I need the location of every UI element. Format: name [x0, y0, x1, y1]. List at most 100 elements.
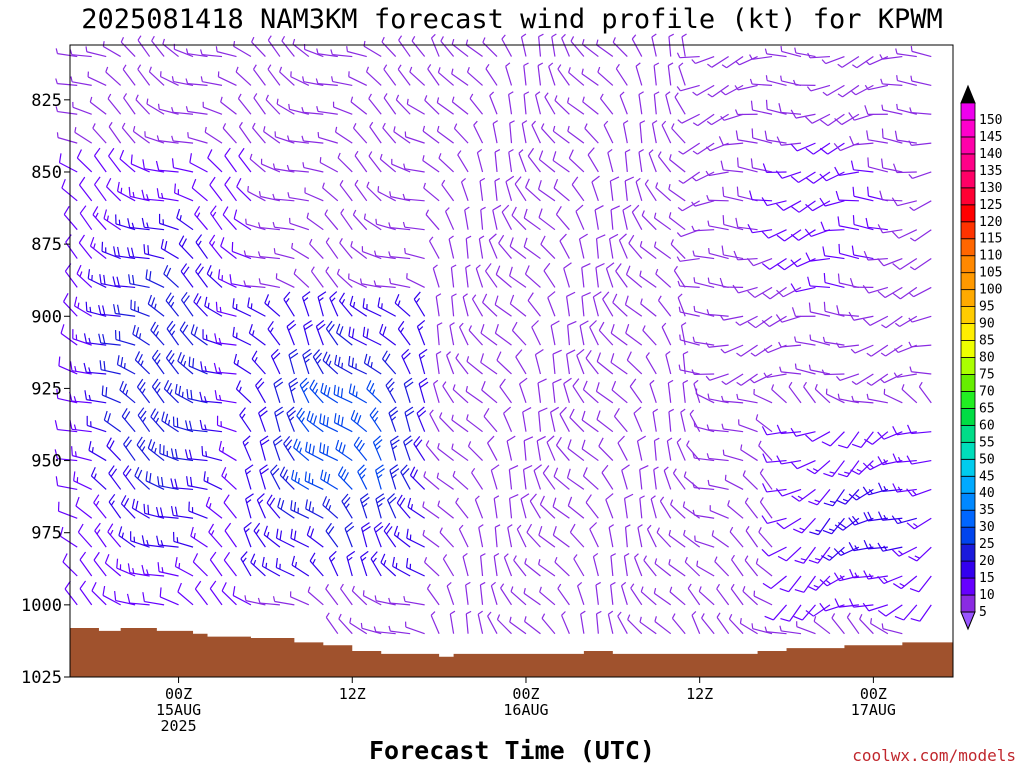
barb-staff	[884, 373, 903, 384]
barb-staff	[158, 140, 179, 144]
wind-barb	[336, 268, 353, 288]
credit-link[interactable]: coolwx.com/models	[852, 746, 1016, 765]
barb-half-flag	[480, 581, 486, 586]
barb-flag	[581, 410, 586, 421]
barb-flag	[109, 440, 115, 450]
barb-flag	[609, 233, 619, 240]
wind-barb	[667, 379, 674, 403]
barb-staff	[187, 428, 208, 433]
wind-barb	[516, 524, 527, 548]
barb-staff	[911, 371, 932, 375]
barb-staff	[181, 299, 194, 317]
barb-half-flag	[880, 78, 883, 85]
wind-barb	[231, 241, 252, 260]
barb-staff	[237, 98, 252, 115]
barb-staff	[752, 83, 773, 87]
barb-staff	[468, 445, 483, 461]
barb-flag	[113, 246, 116, 256]
barb-staff	[266, 502, 281, 519]
barb-half-flag	[391, 416, 397, 421]
barb-half-flag	[829, 471, 835, 474]
barb-half-flag	[263, 126, 266, 132]
barb-staff	[57, 110, 78, 115]
barb-half-flag	[389, 191, 392, 197]
barb-staff	[375, 470, 382, 490]
wind-barb	[674, 92, 686, 115]
barb-flag	[867, 157, 870, 167]
barb-staff	[204, 305, 223, 317]
barb-flag	[390, 435, 399, 442]
barb-flag	[761, 230, 769, 239]
barb-staff	[607, 614, 614, 634]
barb-half-flag	[241, 413, 246, 419]
barb-staff	[854, 344, 874, 354]
barb-flag	[90, 467, 96, 477]
wind-barb	[509, 294, 527, 317]
barb-half-flag	[682, 379, 689, 384]
barb-flag	[341, 416, 344, 427]
wind-barb	[374, 595, 396, 606]
barb-flag	[206, 264, 212, 275]
barb-flag	[790, 175, 799, 183]
barb-staff	[824, 255, 845, 260]
barb-half-flag	[896, 103, 899, 110]
barb-staff	[860, 431, 874, 448]
wind-barb	[852, 215, 874, 231]
wind-barb	[595, 234, 606, 259]
barb-flag	[415, 439, 423, 448]
barb-half-flag	[409, 66, 413, 73]
wind-barb	[910, 45, 932, 58]
barb-staff	[581, 73, 599, 86]
barb-staff	[395, 99, 411, 115]
barb-staff	[263, 534, 281, 548]
barb-staff	[582, 43, 599, 58]
wind-barb	[523, 587, 541, 606]
wind-barb	[909, 575, 932, 593]
barb-flag	[61, 178, 66, 189]
barb-half-flag	[451, 96, 455, 103]
wind-barb	[144, 131, 165, 144]
wind-barb	[469, 93, 484, 115]
barb-half-flag	[494, 149, 501, 153]
colorbar-swatch	[960, 187, 976, 206]
wind-barb	[248, 324, 266, 346]
barb-staff	[561, 615, 570, 634]
wind-barb	[85, 46, 107, 58]
barb-staff	[341, 500, 353, 519]
barb-flag	[279, 530, 283, 541]
barb-half-flag	[490, 581, 496, 587]
barb-staff	[542, 472, 556, 490]
barb-staff	[589, 326, 599, 346]
barb-staff	[898, 546, 918, 557]
barb-half-flag	[426, 583, 431, 589]
barb-flag	[63, 206, 70, 215]
barb-half-flag	[422, 125, 426, 132]
barb-staff	[86, 371, 107, 375]
wind-barb	[177, 352, 194, 375]
barb-staff	[694, 514, 715, 519]
barb-flag	[835, 190, 840, 201]
barb-staff	[665, 94, 672, 115]
wind-barb	[155, 506, 179, 519]
wind-barb	[257, 251, 280, 260]
barb-staff	[187, 53, 208, 58]
barb-flag	[819, 197, 826, 207]
wind-barb	[359, 278, 382, 289]
barb-half-flag	[238, 386, 242, 393]
barb-staff	[465, 44, 483, 58]
barb-staff	[159, 452, 179, 462]
barb-half-flag	[881, 104, 884, 111]
barb-staff	[742, 475, 758, 490]
wind-barb	[592, 291, 602, 317]
wind-barb	[691, 171, 715, 182]
wind-barb	[388, 597, 411, 606]
barb-staff	[238, 155, 252, 173]
barb-staff	[595, 267, 599, 288]
wind-barb	[224, 147, 237, 173]
wind-barb	[668, 212, 686, 231]
barb-flag	[289, 381, 299, 388]
wind-barb	[106, 437, 122, 461]
wind-barb	[892, 575, 918, 590]
wind-barb	[195, 263, 208, 288]
barb-staff	[838, 604, 859, 608]
